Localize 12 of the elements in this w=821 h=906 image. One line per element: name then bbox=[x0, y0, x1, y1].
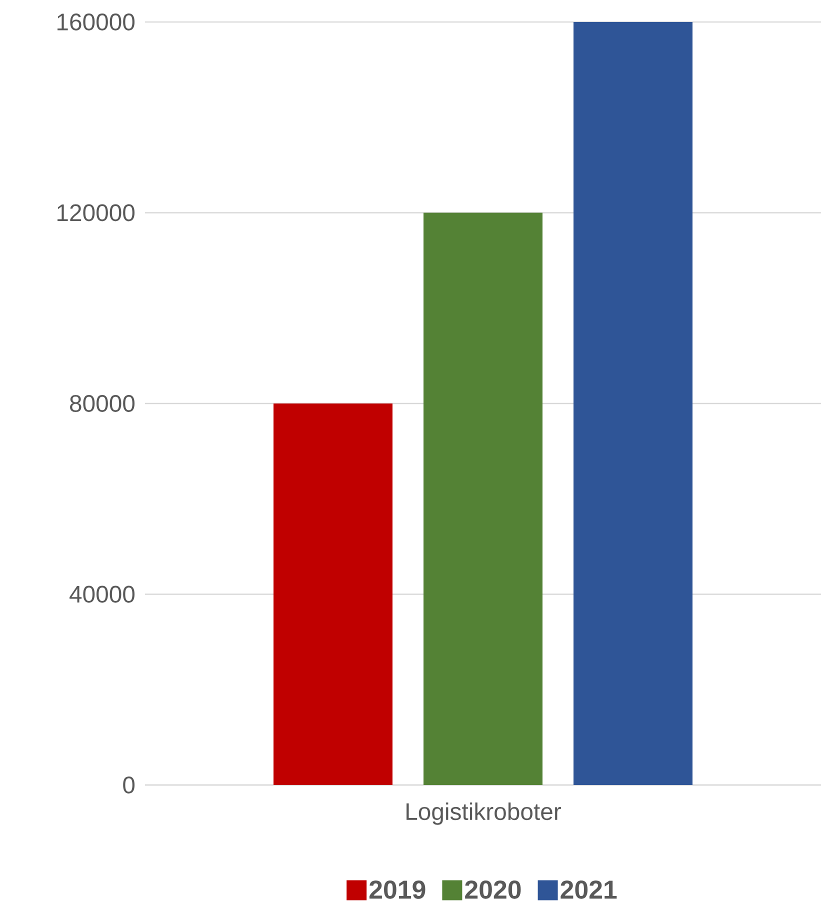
legend-label: 2019 bbox=[369, 880, 426, 899]
y-tick-label: 40000 bbox=[70, 586, 135, 603]
y-tick-label: 0 bbox=[123, 776, 135, 794]
y-tick-label: 120000 bbox=[58, 204, 135, 222]
legend-label: 2021 bbox=[560, 880, 617, 899]
x-tick-label: Logistikroboter bbox=[406, 802, 561, 825]
bar bbox=[274, 403, 392, 785]
y-tick-label: 80000 bbox=[70, 395, 135, 412]
y-tick-label: 160000 bbox=[58, 14, 135, 30]
bar bbox=[574, 22, 693, 785]
bar bbox=[424, 212, 543, 785]
legend-label: 2020 bbox=[465, 880, 521, 899]
